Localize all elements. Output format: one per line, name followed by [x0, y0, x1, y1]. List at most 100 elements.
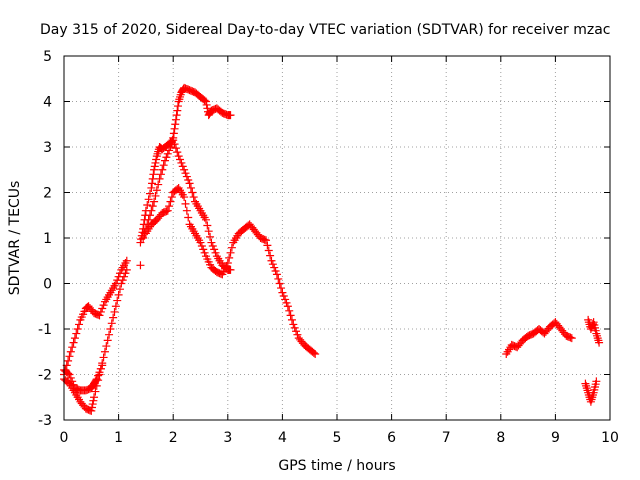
data-point [151, 191, 160, 200]
data-point [262, 236, 271, 245]
data-point [70, 334, 79, 343]
data-point [182, 172, 191, 181]
data-point [180, 165, 189, 174]
data-point [114, 290, 123, 299]
data-point [166, 197, 175, 206]
data-point [102, 342, 111, 351]
x-tick-label: 2 [169, 430, 178, 446]
y-tick-label: -1 [38, 322, 52, 338]
chart-title: Day 315 of 2020, Sidereal Day-to-day VTE… [40, 22, 610, 38]
data-point [144, 195, 153, 204]
data-point [161, 156, 170, 165]
data-point [200, 248, 209, 257]
x-tick-label: 4 [278, 430, 287, 446]
data-point [88, 400, 97, 409]
data-point [186, 183, 195, 192]
data-point [226, 248, 235, 257]
data-point [111, 302, 120, 311]
axis-ticks: 0 1 2 3 4 5 6 7 8 9 10 -3 -2 -1 0 1 2 3 4 5 [38, 49, 619, 446]
data-point [122, 256, 131, 265]
data-point [121, 269, 130, 278]
data-point [89, 396, 98, 405]
data-point [95, 368, 104, 377]
data-point [188, 188, 197, 197]
data-point [266, 251, 275, 260]
data-point [158, 165, 167, 174]
data-point [184, 213, 193, 222]
data-point [226, 111, 235, 120]
data-point [68, 343, 77, 352]
data-point [115, 285, 124, 294]
data-point [176, 155, 185, 164]
data-point [203, 221, 212, 230]
data-point [165, 202, 174, 211]
data-point [169, 129, 178, 138]
x-axis-label: GPS time / hours [278, 458, 395, 474]
data-point [196, 238, 205, 247]
data-point [171, 115, 180, 124]
data-point [99, 301, 108, 310]
data-point [207, 238, 216, 247]
y-tick-label: 5 [43, 49, 52, 65]
data-point [66, 373, 75, 382]
data-point [106, 325, 115, 333]
data-point [169, 133, 178, 142]
data-point [147, 183, 156, 192]
data-point [200, 96, 209, 105]
data-point [105, 330, 114, 339]
data-point [173, 102, 182, 111]
data-point [98, 361, 107, 370]
data-point [165, 146, 174, 155]
data-point [156, 170, 165, 179]
data-point [159, 161, 168, 170]
data-point [290, 323, 299, 332]
data-point [150, 197, 159, 206]
data-point [150, 162, 159, 171]
data-point [113, 296, 122, 305]
y-tick-label: -2 [38, 368, 52, 384]
y-tick-label: 3 [43, 140, 52, 156]
data-point [201, 97, 210, 106]
data-point [184, 175, 193, 184]
data-point [92, 376, 101, 385]
data-point [148, 202, 157, 211]
data-point [267, 256, 276, 265]
data-point [96, 307, 105, 316]
data-point [118, 276, 127, 285]
data-point [173, 148, 182, 157]
data-point [285, 306, 294, 315]
data-point [95, 311, 104, 320]
data-point [592, 377, 601, 386]
data-point [171, 120, 180, 129]
data-point [147, 206, 156, 215]
data-point [145, 211, 154, 220]
data-point [148, 179, 157, 188]
data-point [170, 124, 179, 133]
data-point [226, 265, 235, 274]
data-point [139, 234, 148, 242]
x-tick-label: 10 [601, 430, 619, 446]
data-point [274, 274, 283, 283]
data-point [110, 307, 119, 316]
data-point [92, 375, 101, 384]
y-tick-label: 1 [43, 231, 52, 247]
data-point [66, 347, 75, 356]
x-tick-label: 3 [223, 430, 232, 446]
y-tick-label: 4 [43, 95, 52, 111]
data-point [138, 228, 147, 237]
data-point [64, 356, 73, 365]
data-point [293, 330, 302, 339]
data-point [283, 302, 292, 311]
data-point [178, 162, 187, 171]
data-point [278, 288, 287, 297]
data-point [210, 245, 219, 254]
data-point [145, 189, 154, 198]
x-tick-label: 7 [442, 430, 451, 446]
data-point [72, 329, 81, 338]
data-point [94, 371, 103, 380]
x-tick-label: 8 [496, 430, 505, 446]
data-point [90, 393, 99, 402]
data-point [588, 319, 597, 328]
data-point [150, 165, 159, 174]
